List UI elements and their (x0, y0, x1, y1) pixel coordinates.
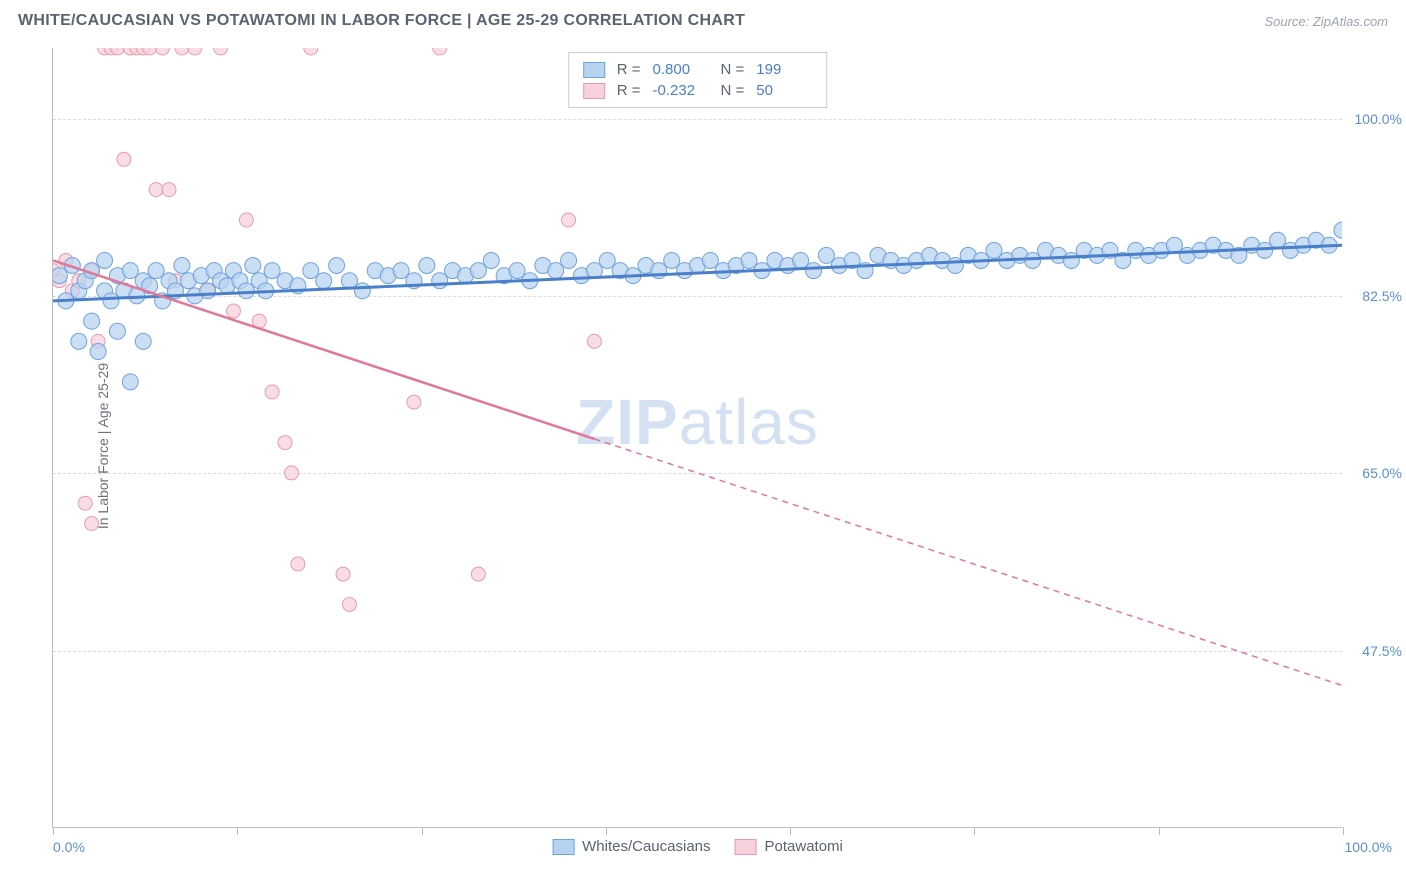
x-tick (53, 827, 54, 835)
x-tick (1159, 827, 1160, 835)
n-label: N = (721, 61, 745, 78)
x-tick (237, 827, 238, 835)
r-label: R = (617, 61, 641, 78)
x-tick (1343, 827, 1344, 835)
plot-area: ZIPatlas R = 0.800 N = 199 R = -0.232 N … (52, 48, 1342, 828)
stats-row-a: R = 0.800 N = 199 (583, 59, 813, 80)
y-tick-label: 65.0% (1362, 465, 1402, 481)
y-tick-label: 82.5% (1362, 288, 1402, 304)
legend-item-a: Whites/Caucasians (552, 838, 710, 855)
r-label: R = (617, 82, 641, 99)
r-value-b: -0.232 (653, 82, 709, 99)
chart-title: WHITE/CAUCASIAN VS POTAWATOMI IN LABOR F… (18, 12, 745, 30)
legend-label-a: Whites/Caucasians (582, 838, 710, 855)
x-tick (974, 827, 975, 835)
legend-item-b: Potawatomi (735, 838, 843, 855)
x-tick (790, 827, 791, 835)
stats-row-b: R = -0.232 N = 50 (583, 80, 813, 101)
n-label: N = (721, 82, 745, 99)
stats-legend: R = 0.800 N = 199 R = -0.232 N = 50 (568, 52, 828, 108)
x-min-label: 0.0% (53, 839, 85, 855)
r-value-a: 0.800 (653, 61, 709, 78)
series-legend: Whites/Caucasians Potawatomi (552, 838, 843, 855)
y-tick-label: 100.0% (1355, 111, 1402, 127)
swatch-a (583, 62, 605, 78)
chart-header: WHITE/CAUCASIAN VS POTAWATOMI IN LABOR F… (0, 0, 1406, 38)
x-max-label: 100.0% (1345, 839, 1392, 855)
legend-swatch-a (552, 839, 574, 855)
n-value-a: 199 (756, 61, 812, 78)
n-value-b: 50 (756, 82, 812, 99)
scatter-svg (53, 48, 1342, 827)
legend-swatch-b (735, 839, 757, 855)
legend-label-b: Potawatomi (765, 838, 843, 855)
chart-source: Source: ZipAtlas.com (1264, 14, 1388, 29)
x-tick (606, 827, 607, 835)
x-tick (422, 827, 423, 835)
swatch-b (583, 83, 605, 99)
y-tick-label: 47.5% (1362, 643, 1402, 659)
